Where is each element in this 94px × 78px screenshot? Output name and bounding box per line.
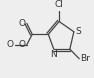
Text: Cl: Cl [55, 0, 64, 9]
Text: O: O [6, 40, 13, 49]
Text: O: O [19, 19, 25, 28]
Text: S: S [76, 27, 81, 36]
Text: N: N [50, 50, 57, 59]
Text: Br: Br [81, 54, 90, 63]
Text: O: O [19, 40, 25, 49]
